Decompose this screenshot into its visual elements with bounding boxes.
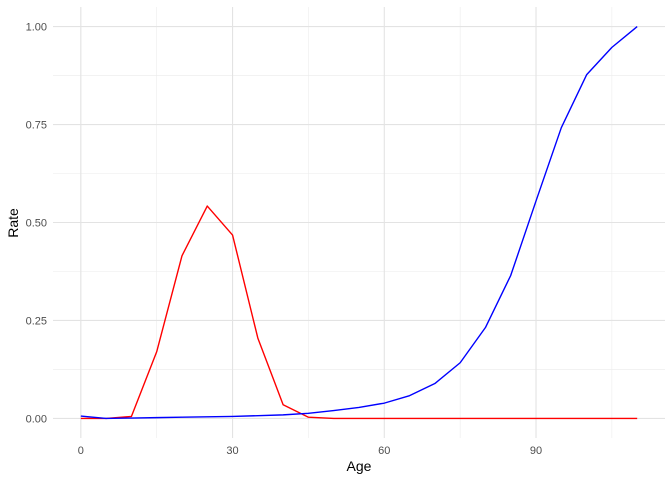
major-gridlines [53, 7, 665, 438]
x-tick-label: 60 [378, 445, 390, 457]
x-tick-label: 30 [226, 445, 238, 457]
x-tick-label: 0 [78, 445, 84, 457]
minor-gridlines [53, 7, 665, 438]
x-axis-tick-labels: 0 30 60 90 [78, 445, 542, 457]
y-tick-label: 0.50 [26, 218, 47, 230]
y-tick-label: 1.00 [26, 22, 47, 34]
y-axis-title: Rate [5, 208, 21, 238]
y-tick-label: 0.75 [26, 120, 47, 132]
series-lines [80, 26, 638, 420]
y-tick-label: 0.25 [26, 315, 47, 327]
x-axis-title: Age [347, 458, 372, 474]
x-tick-label: 90 [530, 445, 542, 457]
y-tick-label: 0.00 [26, 413, 47, 425]
series-line-1 [80, 205, 638, 420]
series-line-2 [80, 26, 638, 420]
y-axis-tick-labels: 0.00 0.25 0.50 0.75 1.00 [26, 22, 47, 426]
